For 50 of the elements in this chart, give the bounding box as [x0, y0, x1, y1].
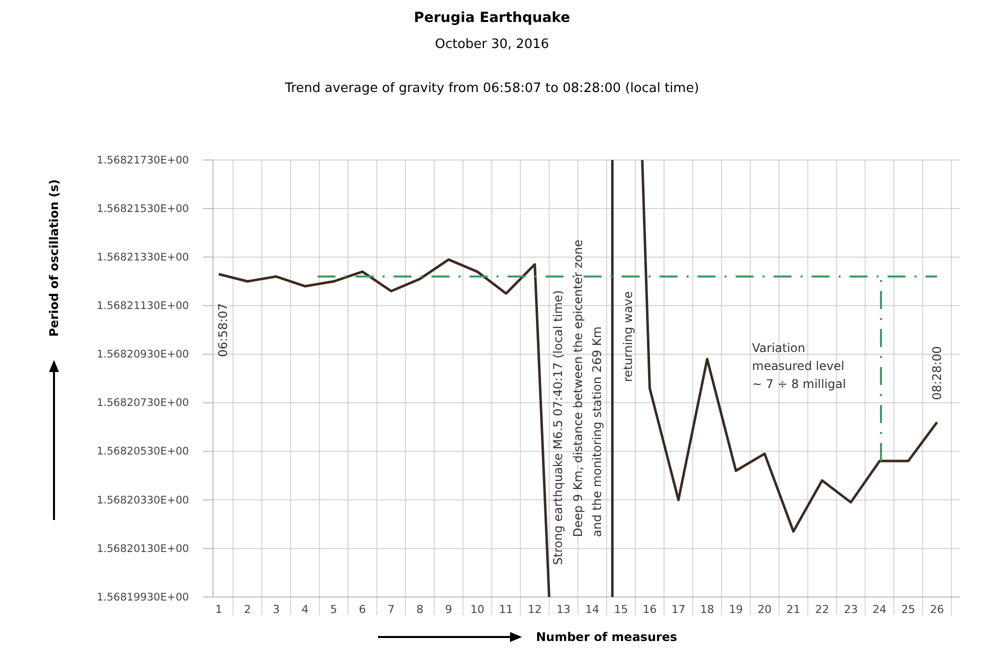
x-tick-label: 14	[585, 602, 600, 616]
annotation: and the monitoring station 269 Km	[590, 326, 604, 537]
x-tick-label: 23	[844, 602, 858, 616]
annotation: Variation	[752, 341, 806, 355]
x-tick-label: 20	[758, 602, 772, 616]
x-tick-label: 24	[872, 602, 887, 616]
annotation: returning wave	[621, 291, 636, 382]
y-tick-label: 1.56821330E+00	[96, 251, 189, 264]
y-axis-title: Period of oscillation (s)	[47, 179, 61, 337]
annotation: measured level	[752, 359, 844, 373]
x-tick-label: 16	[642, 602, 657, 616]
chart-title: Perugia Earthquake	[414, 10, 570, 26]
x-tick-label: 26	[930, 602, 944, 616]
y-tick-label: 1.56819930E+00	[96, 591, 189, 604]
x-tick-label: 15	[614, 602, 628, 616]
chart-subtitle: October 30, 2016	[434, 37, 550, 52]
x-tick-label: 2	[244, 602, 251, 616]
text: Trend average of gravity from 06:58:07 to 08:28:00 (local time)	[284, 81, 700, 96]
annotation: 06:58:07	[216, 303, 230, 357]
x-tick-label: 9	[445, 602, 452, 616]
y-tick-label: 1.56821730E+00	[96, 154, 189, 166]
y-tick-label: 1.56820730E+00	[96, 397, 189, 410]
x-tick-label: 12	[528, 602, 542, 616]
annotation: Deep 9 Km, distance between the epicenter zone	[571, 240, 586, 537]
x-tick-label: 8	[416, 602, 424, 616]
y-tick-label: 1.56821130E+00	[96, 300, 189, 312]
x-tick-label: 5	[330, 602, 338, 616]
y-tick-label: 1.56820930E+00	[96, 348, 189, 361]
x-tick-label: 4	[301, 602, 308, 616]
x-tick-label: 3	[272, 602, 280, 616]
x-tick-label: 25	[901, 602, 916, 616]
x-tick-label: 13	[556, 602, 571, 616]
annotation: ~ 7 ÷ 8 milligal	[752, 377, 846, 391]
x-tick-label: 10	[470, 602, 484, 616]
x-tick-label: 22	[815, 602, 830, 616]
y-tick-label: 1.56821530E+00	[96, 202, 189, 215]
x-tick-label: 17	[671, 602, 686, 616]
x-tick-label: 11	[499, 602, 514, 616]
y-tick-label: 1.56820530E+00	[96, 446, 189, 458]
x-tick-label: 7	[388, 602, 395, 616]
x-tick-label: 1	[215, 602, 222, 616]
x-tick-label: 19	[728, 602, 743, 616]
x-tick-label: 21	[786, 602, 800, 616]
y-tick-label: 1.56820130E+00	[96, 542, 189, 555]
annotation: Strong earthquake M6.5 07:40:17 (local time)	[551, 290, 566, 565]
annotation: 08:28:00	[930, 346, 944, 400]
x-axis-title: Number of measures	[536, 630, 678, 644]
x-tick-label: 6	[358, 602, 366, 616]
y-tick-label: 1.56820330E+00	[96, 494, 189, 506]
x-tick-label: 18	[700, 602, 714, 616]
